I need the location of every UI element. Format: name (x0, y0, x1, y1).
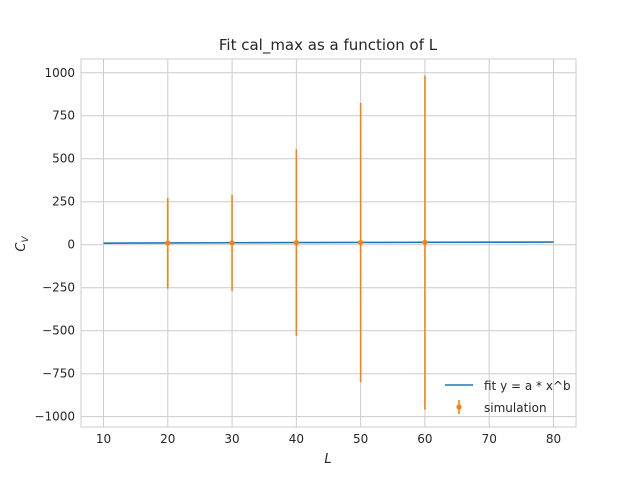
chart-title: Fit cal_max as a function of L (219, 36, 438, 55)
y-tick-label: −250 (42, 281, 75, 295)
simulation-point (229, 240, 235, 246)
plot-frame (80, 58, 577, 428)
y-tick-label: 250 (52, 195, 75, 209)
x-axis-label: L (324, 452, 331, 467)
simulation-point (165, 240, 171, 246)
x-tick-label: 60 (417, 432, 432, 446)
y-tick-label: −500 (42, 324, 75, 338)
grid-lines (81, 59, 576, 427)
simulation-point (358, 239, 364, 246)
y-tick-label: 750 (52, 109, 75, 123)
x-tick-label: 20 (160, 432, 175, 446)
x-tick-label: 50 (353, 432, 368, 446)
y-axis-label-subscript: V (21, 236, 31, 243)
legend-simulation-label: simulation (484, 401, 547, 415)
legend-fit-label: fit y = a * x^b (484, 379, 571, 393)
simulation-point (422, 239, 428, 245)
y-axis-label: CV (14, 236, 31, 252)
y-tick-label: 1000 (44, 66, 75, 80)
y-tick-label: −750 (42, 367, 75, 381)
x-tick-label: 80 (546, 432, 561, 446)
legend-simulation-marker (456, 404, 462, 410)
y-tick-label: 0 (67, 238, 75, 252)
x-tick-label: 10 (96, 432, 111, 446)
x-tick-label: 40 (289, 432, 304, 446)
tick-labels: 10 20 30 40 50 60 70 80 −1000 −750 −500 −250 0 250 500… (34, 66, 561, 446)
x-tick-label: 30 (224, 432, 239, 446)
legend: fit y = a * x^b simulation (445, 379, 571, 415)
fit-line (103, 241, 554, 244)
y-tick-label: 500 (52, 152, 75, 166)
plot-data (103, 75, 554, 410)
y-tick-label: −1000 (34, 410, 75, 424)
y-axis-label-main: C (14, 242, 29, 252)
x-tick-label: 70 (482, 432, 497, 446)
simulation-point (293, 240, 299, 246)
